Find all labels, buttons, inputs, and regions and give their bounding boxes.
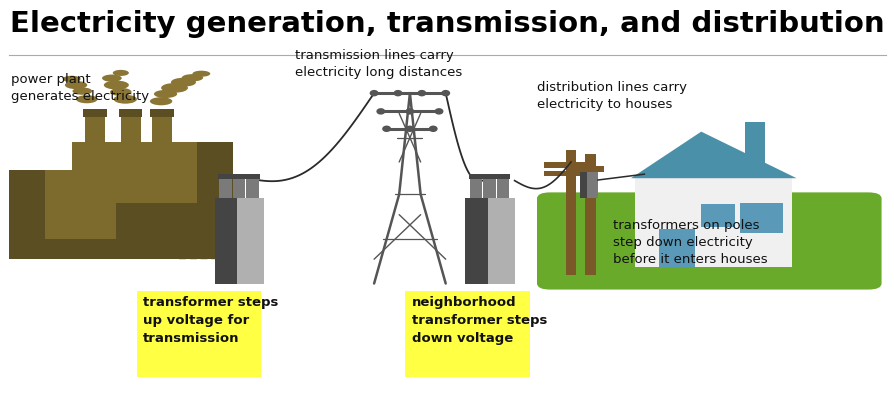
Ellipse shape (113, 70, 129, 76)
Polygon shape (121, 113, 140, 170)
Polygon shape (739, 203, 782, 233)
Ellipse shape (171, 78, 196, 87)
Ellipse shape (434, 108, 443, 115)
Polygon shape (630, 132, 796, 178)
Polygon shape (483, 176, 495, 198)
Polygon shape (232, 243, 240, 259)
Ellipse shape (65, 81, 88, 89)
Ellipse shape (417, 90, 426, 96)
Ellipse shape (161, 83, 188, 93)
Ellipse shape (104, 81, 129, 90)
Polygon shape (150, 109, 173, 117)
Text: neighborhood
transformer steps
down voltage: neighborhood transformer steps down volt… (411, 296, 546, 345)
Ellipse shape (393, 90, 402, 96)
Polygon shape (218, 174, 232, 179)
Polygon shape (200, 243, 207, 259)
FancyBboxPatch shape (137, 291, 261, 377)
FancyBboxPatch shape (536, 192, 881, 290)
Text: power plant
generates electricity: power plant generates electricity (11, 73, 148, 103)
Ellipse shape (375, 108, 384, 115)
Polygon shape (83, 109, 106, 117)
Polygon shape (9, 170, 45, 243)
Polygon shape (237, 198, 264, 284)
Polygon shape (700, 204, 735, 227)
Polygon shape (9, 239, 232, 259)
Text: transformers on poles
step down electricity
before it enters houses: transformers on poles step down electric… (612, 219, 767, 266)
Ellipse shape (192, 71, 210, 77)
Polygon shape (744, 122, 763, 166)
Polygon shape (232, 176, 245, 198)
Polygon shape (246, 176, 258, 198)
Polygon shape (72, 142, 232, 223)
Ellipse shape (369, 90, 378, 96)
Polygon shape (232, 174, 246, 179)
Polygon shape (179, 243, 186, 259)
Text: transmission lines carry
electricity long distances: transmission lines carry electricity lon… (295, 49, 462, 79)
Polygon shape (222, 243, 229, 259)
Polygon shape (116, 202, 232, 243)
Ellipse shape (405, 108, 414, 115)
Polygon shape (211, 243, 218, 259)
Polygon shape (482, 174, 496, 179)
Polygon shape (465, 198, 487, 284)
Ellipse shape (102, 75, 122, 82)
Text: distribution lines carry
electricity to houses: distribution lines carry electricity to … (536, 81, 687, 111)
Ellipse shape (441, 90, 450, 96)
Ellipse shape (76, 95, 97, 103)
Ellipse shape (405, 126, 414, 132)
Text: Electricity generation, transmission, and distribution: Electricity generation, transmission, an… (10, 10, 884, 38)
Polygon shape (495, 174, 510, 179)
Ellipse shape (428, 126, 437, 132)
Ellipse shape (181, 74, 203, 81)
Polygon shape (565, 150, 576, 275)
Ellipse shape (154, 90, 177, 98)
Ellipse shape (110, 88, 131, 96)
Polygon shape (468, 174, 483, 179)
Polygon shape (544, 171, 586, 176)
Polygon shape (85, 113, 105, 170)
Polygon shape (585, 154, 595, 275)
Polygon shape (119, 109, 142, 117)
Polygon shape (568, 166, 603, 172)
Polygon shape (579, 172, 586, 198)
Polygon shape (658, 229, 694, 267)
Ellipse shape (63, 76, 80, 82)
Polygon shape (197, 142, 232, 223)
Ellipse shape (382, 126, 391, 132)
Polygon shape (190, 243, 197, 259)
Polygon shape (152, 113, 172, 170)
Polygon shape (469, 176, 482, 198)
Polygon shape (544, 162, 586, 168)
Polygon shape (215, 198, 237, 284)
FancyBboxPatch shape (405, 291, 529, 377)
Polygon shape (197, 142, 215, 150)
Text: transformer steps
up voltage for
transmission: transformer steps up voltage for transmi… (143, 296, 278, 345)
Polygon shape (245, 174, 259, 179)
Polygon shape (487, 198, 514, 284)
Polygon shape (579, 172, 597, 198)
Ellipse shape (149, 97, 172, 105)
Polygon shape (496, 176, 509, 198)
Polygon shape (9, 170, 116, 243)
Polygon shape (635, 178, 791, 267)
Polygon shape (219, 176, 232, 198)
Ellipse shape (114, 95, 137, 104)
Ellipse shape (72, 87, 92, 95)
